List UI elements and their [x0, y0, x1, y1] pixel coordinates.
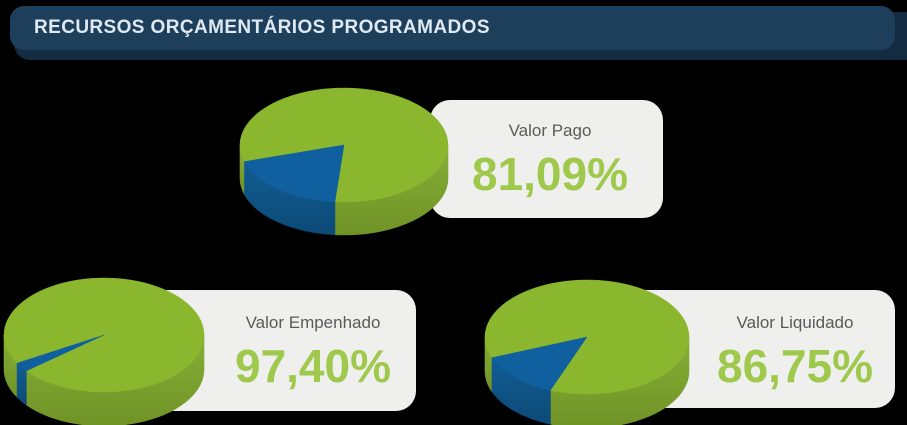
metric-card-valor-pago — [430, 100, 663, 218]
metric-text-valor-empenhado: Valor Empenhado 97,40% — [210, 312, 416, 390]
metric-label: Valor Empenhado — [245, 313, 381, 332]
metric-value: 86,75% — [716, 340, 873, 392]
header-bar: RECURSOS ORÇAMENTÁRIOS PROGRAMADOS — [10, 6, 895, 50]
pie-chart-valor-liquidado — [482, 277, 692, 425]
page-title: RECURSOS ORÇAMENTÁRIOS PROGRAMADOS — [34, 17, 490, 38]
pie-chart-valor-empenhado — [1, 275, 207, 425]
metric-label: Valor Pago — [508, 121, 592, 140]
metric-label: Valor Liquidado — [736, 313, 854, 332]
metric-text-valor-pago: Valor Pago 81,09% — [445, 120, 655, 198]
metric-text-valor-liquidado: Valor Liquidado 86,75% — [690, 312, 900, 390]
pie-chart-valor-pago — [237, 85, 451, 240]
pie-svg — [3, 277, 205, 425]
pie-svg — [484, 279, 690, 425]
metric-value: 81,09% — [471, 148, 628, 200]
metric-value: 97,40% — [234, 340, 391, 392]
pie-svg — [239, 87, 449, 236]
